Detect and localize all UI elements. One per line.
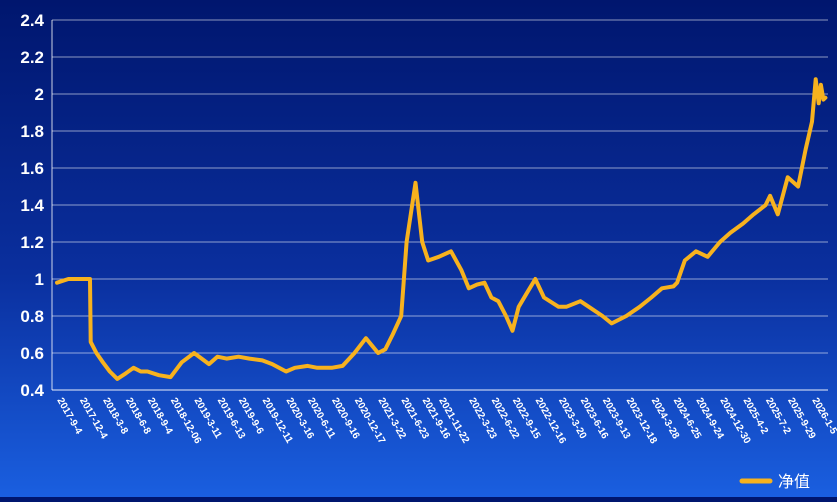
y-tick-label: 1: [35, 270, 44, 289]
legend: 净值: [739, 473, 810, 491]
y-tick-label: 0.8: [20, 307, 44, 326]
y-tick-label: 1.6: [20, 159, 44, 178]
y-tick-label: 2.2: [20, 48, 44, 67]
y-tick-label: 1.2: [20, 233, 44, 252]
y-tick-label: 0.6: [20, 344, 44, 363]
series-line-nav: [55, 77, 828, 381]
y-tick-label: 0.4: [20, 381, 44, 400]
y-tick-label: 1.8: [20, 122, 44, 141]
y-axis-tick-labels: 0.4 0.6 0.8 1 1.2 1.4 1.6 1.8 2 2.2 2.4: [20, 11, 44, 400]
grid-lines: [52, 19, 828, 391]
series-lines: [55, 77, 828, 381]
axes: [51, 20, 828, 391]
y-tick-label: 2.4: [20, 11, 44, 30]
x-axis-tick-labels: 2017-9-42017-12-42018-3-82018-6-82018-9-…: [54, 396, 837, 446]
y-tick-label: 1.4: [20, 196, 44, 215]
y-tick-label: 2: [35, 85, 44, 104]
legend-label-nav: 净值: [778, 473, 810, 491]
